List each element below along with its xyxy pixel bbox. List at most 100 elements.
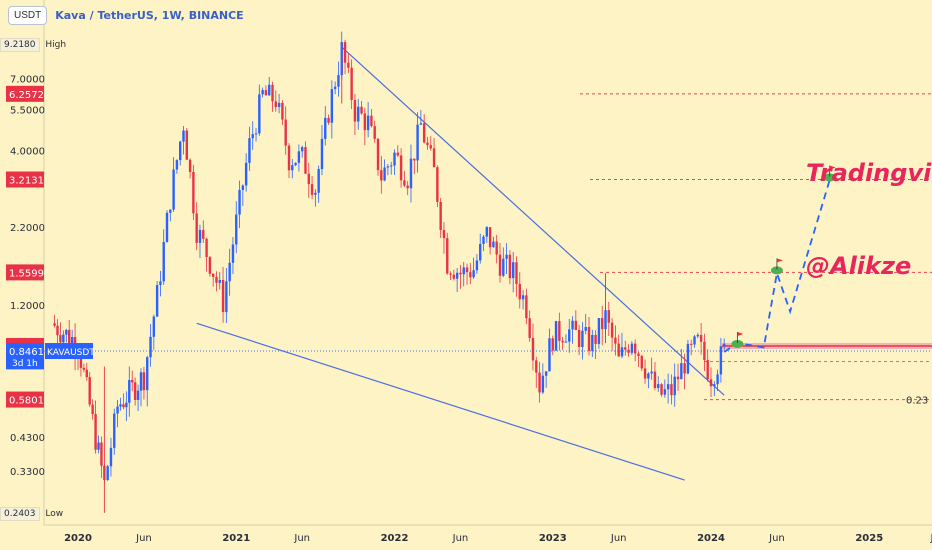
candle-body [709,379,713,387]
y-tick-label: 5.5000 [10,105,45,116]
trendline-upper-resistance [341,46,725,396]
x-tick-label: 2025 [855,533,883,544]
candle-body [413,158,416,161]
y-tick-label: 1.2000 [10,301,45,312]
candle-body [366,115,370,131]
x-tick-label: Jun [135,533,152,544]
candle-body [465,267,469,273]
candle-body [261,90,264,95]
x-tick-label: 2022 [381,533,409,544]
high-label: 9.2180 High [0,38,69,52]
candle-body [65,329,68,335]
candle-body [676,376,680,380]
symbol-tag-text: KAVAUSDT [47,348,95,358]
candle-body [587,327,591,351]
candle-body [485,227,489,237]
candle-body [544,371,548,376]
candle-body [169,209,172,213]
y-tick-label: 7.0000 [10,74,45,85]
candle-body [287,145,291,171]
candle-body [133,382,137,400]
x-tick-label: Jun [610,533,627,544]
candle-body [482,236,485,244]
y-tick-label: 4.0000 [10,146,45,157]
candle-body [231,244,235,263]
candle-body [508,254,512,279]
candle-body [643,368,647,379]
candle-body [472,270,475,278]
candles [53,31,726,513]
candle-body [518,283,521,300]
candle-body [610,322,614,338]
candle-body [142,372,146,391]
trendline-lower-support [196,322,685,481]
candle-body [100,442,103,466]
candle-body [380,170,383,181]
candle-body [149,336,152,358]
candle-body [317,169,320,193]
candle-body [208,257,212,274]
candle-body [399,155,403,181]
candle-body [228,262,231,282]
candle-body [205,238,208,258]
candle-body [235,214,238,245]
candle-body [109,447,113,467]
candle-body [409,158,413,189]
candle-body [363,113,367,131]
candle-body [693,336,696,345]
candle-body [577,329,581,348]
y-tick-label: 2.2000 [10,223,45,234]
candle-body [56,325,59,336]
candle-body [116,406,119,414]
candle-body [511,262,515,279]
candle-body [215,276,218,283]
price-tag-text: 6.2572 [9,90,44,101]
candle-body [277,102,281,108]
candle-body [601,318,604,330]
candle-body [406,185,409,189]
x-tick-label: Jun [768,533,785,544]
candle-body [211,273,215,277]
candle-body [469,272,472,278]
candle-body [475,260,479,271]
x-tick-label: Ju [930,533,932,544]
candle-body [422,123,426,143]
candle-body [393,152,396,166]
candle-body [122,404,125,408]
candle-body [238,189,241,215]
candle-body [357,106,360,122]
candle-body [564,341,568,343]
candle-body [492,241,495,248]
low-value: 0.2403 [0,507,40,521]
candle-body [159,281,162,286]
candle-body [386,166,390,168]
candle-body [429,145,432,149]
candle-body [360,106,363,114]
candle-body [152,316,156,337]
candle-body [686,343,690,374]
author-watermark: Tradingview @Alikze [806,96,932,313]
candle-body [666,384,670,390]
candle-body [330,89,334,123]
currency-selector[interactable]: USDT [8,6,48,25]
candle-body [297,151,301,163]
candle-body [337,75,340,87]
candle-body [617,343,620,357]
candle-body [581,330,584,348]
candle-body [653,371,657,389]
flag-icon [737,331,744,336]
candle-body [449,273,452,275]
candle-body [439,201,442,230]
candle-body [690,343,693,345]
candle-body [535,360,538,373]
high-value: 9.2180 [0,38,40,52]
target-green-icon [823,173,836,182]
last-price-tag [6,343,44,370]
candle-body [719,346,723,375]
candle-body [192,171,195,214]
candle-body [620,347,624,357]
candle-body [221,279,225,313]
candle-body [713,384,716,387]
